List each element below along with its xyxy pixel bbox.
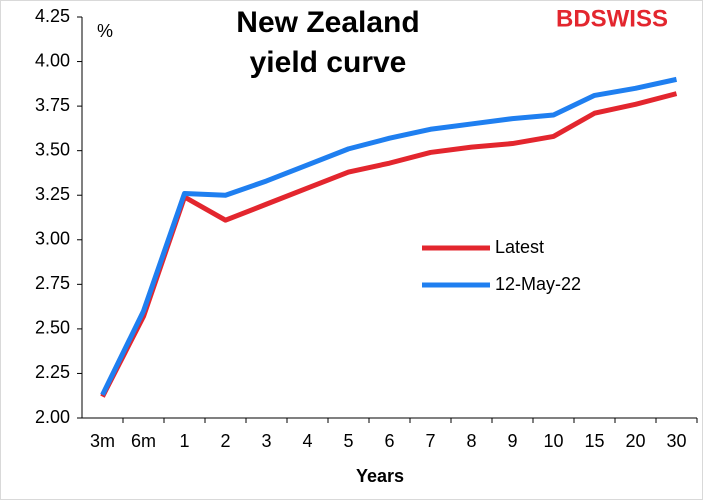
x-tick-label: 9 — [507, 431, 517, 451]
y-tick-label: 2.25 — [35, 362, 70, 382]
y-tick-label: 2.00 — [35, 407, 70, 427]
x-tick-label: 6m — [131, 431, 156, 451]
x-tick-label: 10 — [543, 431, 563, 451]
x-axis-title: Years — [356, 466, 404, 486]
x-tick-label: 1 — [179, 431, 189, 451]
y-tick-label: 3.75 — [35, 95, 70, 115]
chart-title: yield curve — [250, 46, 407, 79]
y-tick-label: 4.25 — [35, 6, 70, 26]
x-tick-label: 3m — [90, 431, 115, 451]
x-tick-label: 7 — [425, 431, 435, 451]
x-tick-label: 6 — [384, 431, 394, 451]
x-tick-label: 3 — [261, 431, 271, 451]
y-axis-label: % — [97, 21, 113, 41]
series-line — [100, 91, 678, 398]
x-tick-label: 20 — [625, 431, 645, 451]
y-tick-label: 2.50 — [35, 318, 70, 338]
y-tick-label: 3.00 — [35, 229, 70, 249]
y-tick-label: 2.75 — [35, 273, 70, 293]
x-tick-label: 4 — [302, 431, 312, 451]
series-line — [100, 76, 678, 396]
logo: BDSWISS — [556, 5, 668, 32]
x-tick-label: 5 — [343, 431, 353, 451]
x-tick-label: 30 — [666, 431, 686, 451]
x-tick-label: 2 — [220, 431, 230, 451]
chart-title: New Zealand — [236, 6, 419, 39]
y-tick-label: 3.50 — [35, 139, 70, 159]
x-tick-label: 15 — [584, 431, 604, 451]
x-tick-label: 8 — [466, 431, 476, 451]
y-tick-label: 4.00 — [35, 50, 70, 70]
legend-label: 12-May-22 — [495, 274, 581, 294]
y-tick-label: 3.25 — [35, 184, 70, 204]
legend-label: Latest — [495, 237, 544, 257]
